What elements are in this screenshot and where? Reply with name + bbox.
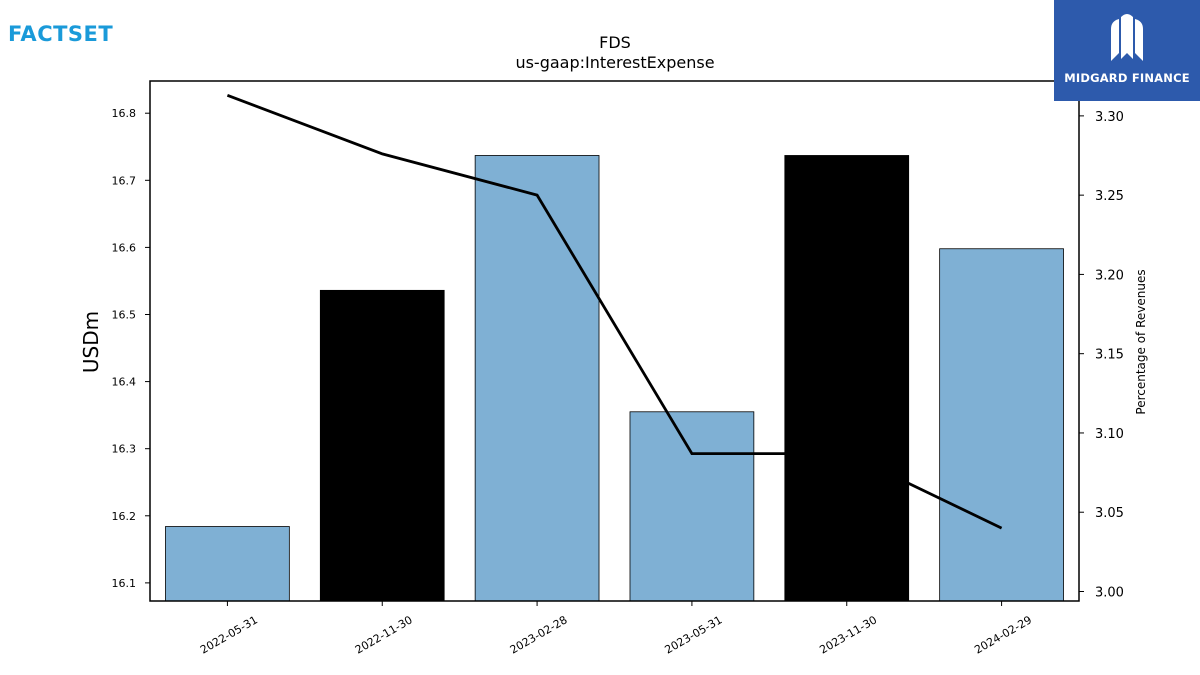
y2-tick-label: 3.25: [1095, 189, 1124, 204]
y-axis-label: USDm: [79, 311, 103, 373]
y2-tick-label: 3.05: [1095, 506, 1124, 521]
percentage-line: [226, 93, 1003, 530]
bars-group: [165, 155, 1064, 602]
line-group: [226, 93, 1003, 530]
right-y-axis: 3.00 3.05 3.10 3.15 3.20 3.25 3.30: [1079, 110, 1124, 600]
y2-tick-label: 3.15: [1095, 348, 1124, 363]
bar-2023-02-28: [474, 155, 600, 602]
x-axis: 2022-05-31 2022-11-30 2023-02-28 2023-05-31…: [198, 601, 1034, 657]
bar-2023-05-31: [629, 411, 755, 602]
y2-tick-label: 3.10: [1095, 427, 1124, 442]
factset-logo: FACTSET: [8, 22, 113, 46]
y-tick-label: 16.4: [112, 376, 137, 389]
left-y-axis: 16.1 16.2 16.3 16.4 16.5 16.6 16.7 16.8: [112, 107, 150, 590]
y-tick-label: 16.5: [112, 308, 137, 321]
y2-tick-label: 3.00: [1095, 585, 1124, 600]
x-tick-label: 2023-11-30: [817, 613, 879, 656]
x-tick-label: 2024-02-29: [972, 613, 1034, 656]
factset-logo-text: FACTSET: [8, 22, 114, 46]
x-tick-label: 2022-05-31: [198, 613, 260, 656]
y2-axis-label: Percentage of Revenues: [1134, 269, 1148, 414]
y-tick-label: 16.2: [112, 510, 137, 523]
y2-tick-label: 3.20: [1095, 268, 1124, 283]
y-tick-label: 16.1: [112, 577, 137, 590]
bar-2022-11-30: [319, 289, 445, 602]
x-tick-label: 2023-05-31: [663, 613, 725, 656]
x-tick-label: 2022-11-30: [353, 613, 415, 656]
y-tick-label: 16.3: [112, 443, 137, 456]
bar-2023-11-30: [784, 155, 910, 602]
y-tick-label: 16.7: [112, 174, 137, 187]
midgard-m-icon: [1111, 14, 1143, 61]
midgard-finance-logo: MIDGARD FINANCE: [1054, 0, 1200, 101]
midgard-finance-logo-text: MIDGARD FINANCE: [1064, 71, 1190, 85]
y-tick-label: 16.8: [112, 107, 137, 120]
bar-2024-02-29: [939, 248, 1064, 602]
plot-frame: [149, 80, 1080, 602]
chart-title: FDS: [599, 33, 631, 52]
x-tick-label: 2023-02-28: [508, 613, 570, 656]
bar-2022-05-31: [165, 526, 290, 602]
y-tick-label: 16.6: [112, 241, 137, 254]
chart-subtitle: us-gaap:InterestExpense: [515, 53, 714, 72]
y2-tick-label: 3.30: [1095, 110, 1124, 125]
